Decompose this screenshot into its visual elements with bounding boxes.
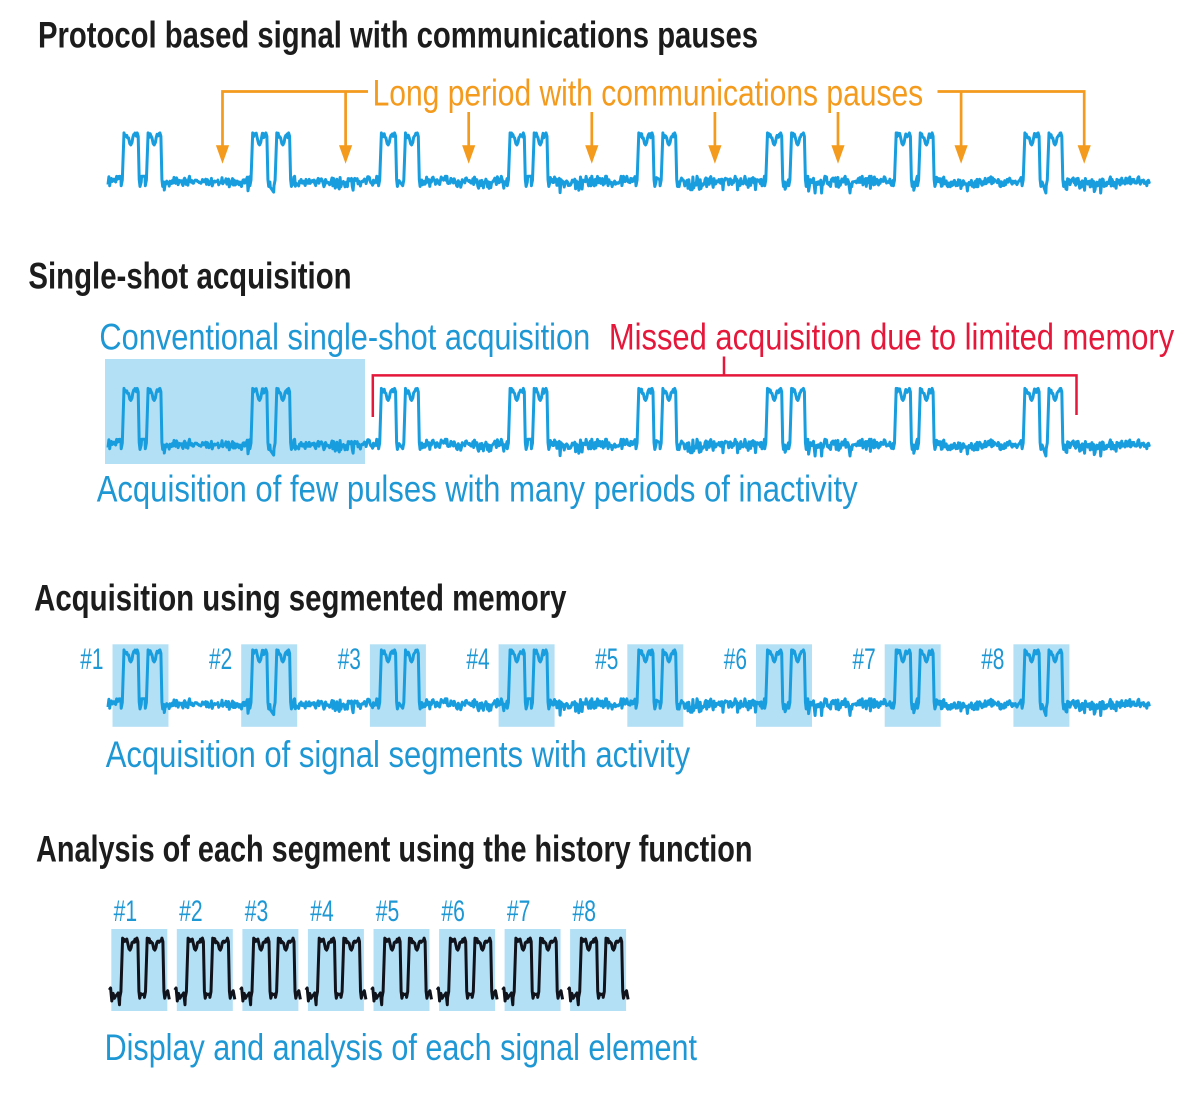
- svg-text:Conventional single-shot acqui: Conventional single-shot acquisition: [99, 316, 590, 357]
- svg-text:Protocol based signal with com: Protocol based signal with communication…: [38, 14, 758, 55]
- svg-text:Single-shot acquisition: Single-shot acquisition: [28, 256, 351, 297]
- svg-text:Acquisition of signal segments: Acquisition of signal segments with acti…: [106, 734, 691, 775]
- svg-text:#7: #7: [853, 644, 876, 676]
- svg-text:Acquisition using segmented me: Acquisition using segmented memory: [34, 577, 567, 618]
- svg-text:#4: #4: [310, 896, 334, 928]
- svg-text:#2: #2: [179, 896, 203, 928]
- svg-text:#2: #2: [209, 644, 232, 676]
- svg-text:#8: #8: [981, 644, 1004, 676]
- svg-text:#4: #4: [466, 644, 489, 676]
- svg-text:#1: #1: [80, 644, 103, 676]
- svg-text:#1: #1: [114, 896, 138, 928]
- svg-text:#3: #3: [245, 896, 269, 928]
- svg-text:#7: #7: [507, 896, 531, 928]
- svg-text:#5: #5: [376, 896, 400, 928]
- svg-text:Missed acquisition due to limi: Missed acquisition due to limited memory: [609, 316, 1175, 357]
- svg-text:#6: #6: [441, 896, 465, 928]
- svg-text:#8: #8: [572, 896, 596, 928]
- svg-text:#5: #5: [595, 644, 618, 676]
- svg-text:Display and analysis of each s: Display and analysis of each signal elem…: [105, 1027, 697, 1068]
- svg-text:#3: #3: [338, 644, 361, 676]
- svg-text:Long period with communication: Long period with communications pauses: [373, 72, 924, 113]
- svg-text:Analysis of each segment using: Analysis of each segment using the histo…: [36, 829, 753, 870]
- svg-text:Acquisition of few pulses with: Acquisition of few pulses with many peri…: [97, 468, 859, 509]
- svg-text:#6: #6: [724, 644, 747, 676]
